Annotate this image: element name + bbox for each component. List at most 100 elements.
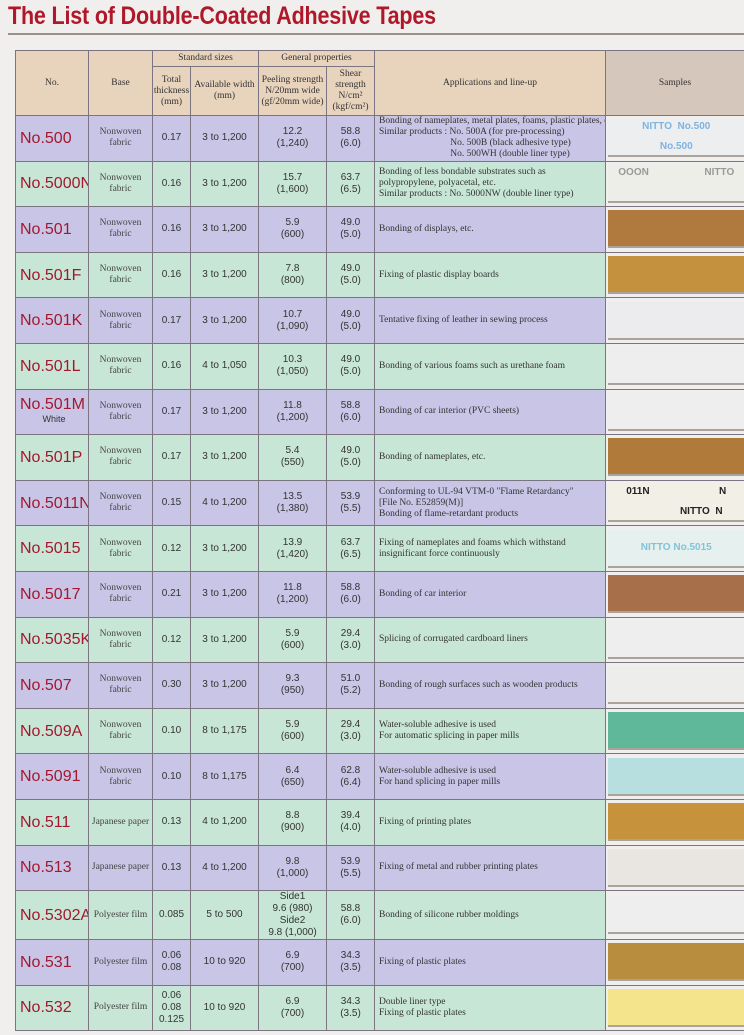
total-thickness: 0.17 (152, 297, 191, 344)
peeling-strength-text: 5.9 (600) (280, 627, 305, 651)
applications-text: Fixing of plastic display boards (379, 269, 499, 280)
shear-strength-text: 53.9 (5.5) (340, 855, 361, 879)
product-number: No.513 (15, 844, 89, 892)
peeling-strength: 11.8 (1,200) (258, 570, 327, 618)
peeling-strength-text: 5.9 (600) (280, 719, 305, 743)
product-number: No.501L (15, 342, 89, 390)
table-row: No.501L Nonwoven fabric 0.16 4 to 1,050 10.3… (15, 342, 744, 390)
available-width-text: 10 to 920 (203, 956, 246, 968)
product-number: No.500 (15, 115, 89, 162)
table-row: No.5011N Nonwoven fabric 0.15 4 to 1,200 13.… (15, 479, 744, 527)
total-thickness: 0.30 (152, 662, 191, 709)
shear-strength-text: 51.0 (5.2) (340, 673, 361, 697)
applications-text: Bonding of silicone rubber moldings (379, 909, 519, 920)
sample-cell (605, 206, 744, 253)
applications: Bonding of car interior (374, 570, 606, 618)
peeling-strength: 9.3 (950) (258, 662, 327, 709)
peeling-strength: 5.4 (550) (258, 434, 327, 481)
base-material: Japanese paper (88, 844, 153, 892)
tape-sample-swatch (608, 848, 744, 887)
total-thickness-text: 0.17 (161, 451, 182, 463)
sample-cell (605, 939, 744, 986)
applications-text: Double liner type Fixing of plastic plat… (379, 996, 466, 1018)
total-thickness: 0.06 0.08 0.125 (152, 984, 191, 1032)
shear-strength-text: 53.9 (5.5) (340, 491, 361, 515)
peeling-strength-text: 10.3 (1,050) (276, 354, 309, 378)
base-material-text: Nonwoven fabric (99, 628, 142, 650)
table-row: No.501F Nonwoven fabric 0.16 3 to 1,200 7.8 … (15, 251, 744, 299)
applications-text: Tentative fixing of leather in sewing pr… (379, 315, 548, 326)
product-number-text: No.5091 (20, 768, 81, 786)
available-width: 3 to 1,200 (190, 662, 259, 709)
shear-strength: 53.9 (5.5) (326, 479, 375, 527)
shear-strength: 39.4 (4.0) (326, 798, 375, 846)
table-row: No.5091 Nonwoven fabric 0.10 8 to 1,175 6.4 … (15, 753, 744, 800)
base-material: Polyester film (88, 984, 153, 1032)
applications: Fixing of nameplates and foams which wit… (374, 525, 606, 572)
product-number-text: No.513 (20, 859, 72, 877)
header-general-properties: General properties (258, 50, 375, 67)
peeling-strength: 10.3 (1,050) (258, 342, 327, 390)
sample-cell (605, 890, 744, 941)
product-number: No.532 (15, 984, 89, 1032)
available-width: 3 to 1,200 (190, 616, 259, 664)
applications: Fixing of plastic plates (374, 939, 606, 986)
peeling-strength-text: 6.4 (650) (280, 764, 305, 788)
peeling-strength-text: 11.8 (1,200) (276, 399, 309, 423)
available-width-text: 3 to 1,200 (202, 679, 247, 691)
product-number-text: No.5302A (20, 906, 89, 924)
applications: Bonding of nameplates, etc. (374, 434, 606, 481)
applications: Double liner type Fixing of plastic plat… (374, 984, 606, 1032)
available-width: 3 to 1,200 (190, 297, 259, 344)
peeling-strength-text: 8.8 (900) (280, 810, 305, 834)
applications-text: Fixing of metal and rubber printing plat… (379, 862, 538, 873)
available-width-text: 4 to 1,200 (202, 861, 247, 873)
applications: Fixing of metal and rubber printing plat… (374, 844, 606, 892)
total-thickness-text: 0.06 0.08 0.125 (158, 989, 185, 1025)
base-material: Nonwoven fabric (88, 297, 153, 344)
available-width-text: 3 to 1,200 (202, 177, 247, 189)
base-material-text: Japanese paper (91, 862, 150, 873)
available-width-text: 3 to 1,200 (202, 132, 247, 144)
product-number: No.507 (15, 662, 89, 709)
tape-sample-swatch (608, 803, 744, 842)
table-row: No.507 Nonwoven fabric 0.30 3 to 1,200 9.3 (… (15, 662, 744, 709)
total-thickness-text: 0.13 (161, 861, 182, 873)
shear-strength-text: 62.8 (6.4) (340, 764, 361, 788)
base-material: Nonwoven fabric (88, 525, 153, 572)
total-thickness-text: 0.085 (158, 909, 185, 921)
total-thickness-text: 0.12 (161, 633, 182, 645)
base-material: Nonwoven fabric (88, 434, 153, 481)
header-shear: Shear strength N/cm² (kgf/cm²) (326, 66, 375, 116)
peeling-strength: 5.9 (600) (258, 206, 327, 253)
header-peeling: Peeling strength N/20mm wide (gf/20mm wi… (258, 66, 327, 116)
product-number-text: No.509A (20, 722, 83, 740)
shear-strength-text: 49.0 (5.0) (340, 217, 361, 241)
base-material: Nonwoven fabric (88, 160, 153, 208)
product-number: No.5017 (15, 570, 89, 618)
sample-cell (605, 434, 744, 481)
sample-cell: 011N N NITTO N (605, 479, 744, 527)
available-width: 4 to 1,050 (190, 342, 259, 390)
product-number-text: No.501P (20, 448, 83, 466)
product-number-text: No.531 (20, 953, 72, 971)
base-material: Polyester film (88, 939, 153, 986)
available-width: 3 to 1,200 (190, 251, 259, 299)
base-material-text: Nonwoven fabric (99, 537, 142, 559)
shear-strength-text: 49.0 (5.0) (340, 445, 361, 469)
tape-sample-swatch (608, 575, 744, 614)
sample-cell (605, 707, 744, 755)
base-material-text: Nonwoven fabric (99, 309, 142, 331)
applications-text: Splicing of corrugated cardboard liners (379, 634, 528, 645)
tape-sample-swatch (608, 347, 744, 386)
product-number: No.5015 (15, 525, 89, 572)
total-thickness-text: 0.17 (161, 405, 182, 417)
table-row: No.501P Nonwoven fabric 0.17 3 to 1,200 5.4 … (15, 434, 744, 481)
available-width-text: 8 to 1,175 (202, 770, 247, 782)
base-material: Nonwoven fabric (88, 753, 153, 800)
peeling-strength: Side1 9.6 (980) Side2 9.8 (1,000) (258, 890, 327, 941)
table-row: No.501 Nonwoven fabric 0.16 3 to 1,200 5.9 (… (15, 206, 744, 253)
table-row: No.5302A Polyester film 0.085 5 to 500 Side1… (15, 890, 744, 941)
product-number: No.531 (15, 939, 89, 986)
peeling-strength-text: 9.3 (950) (280, 673, 305, 697)
